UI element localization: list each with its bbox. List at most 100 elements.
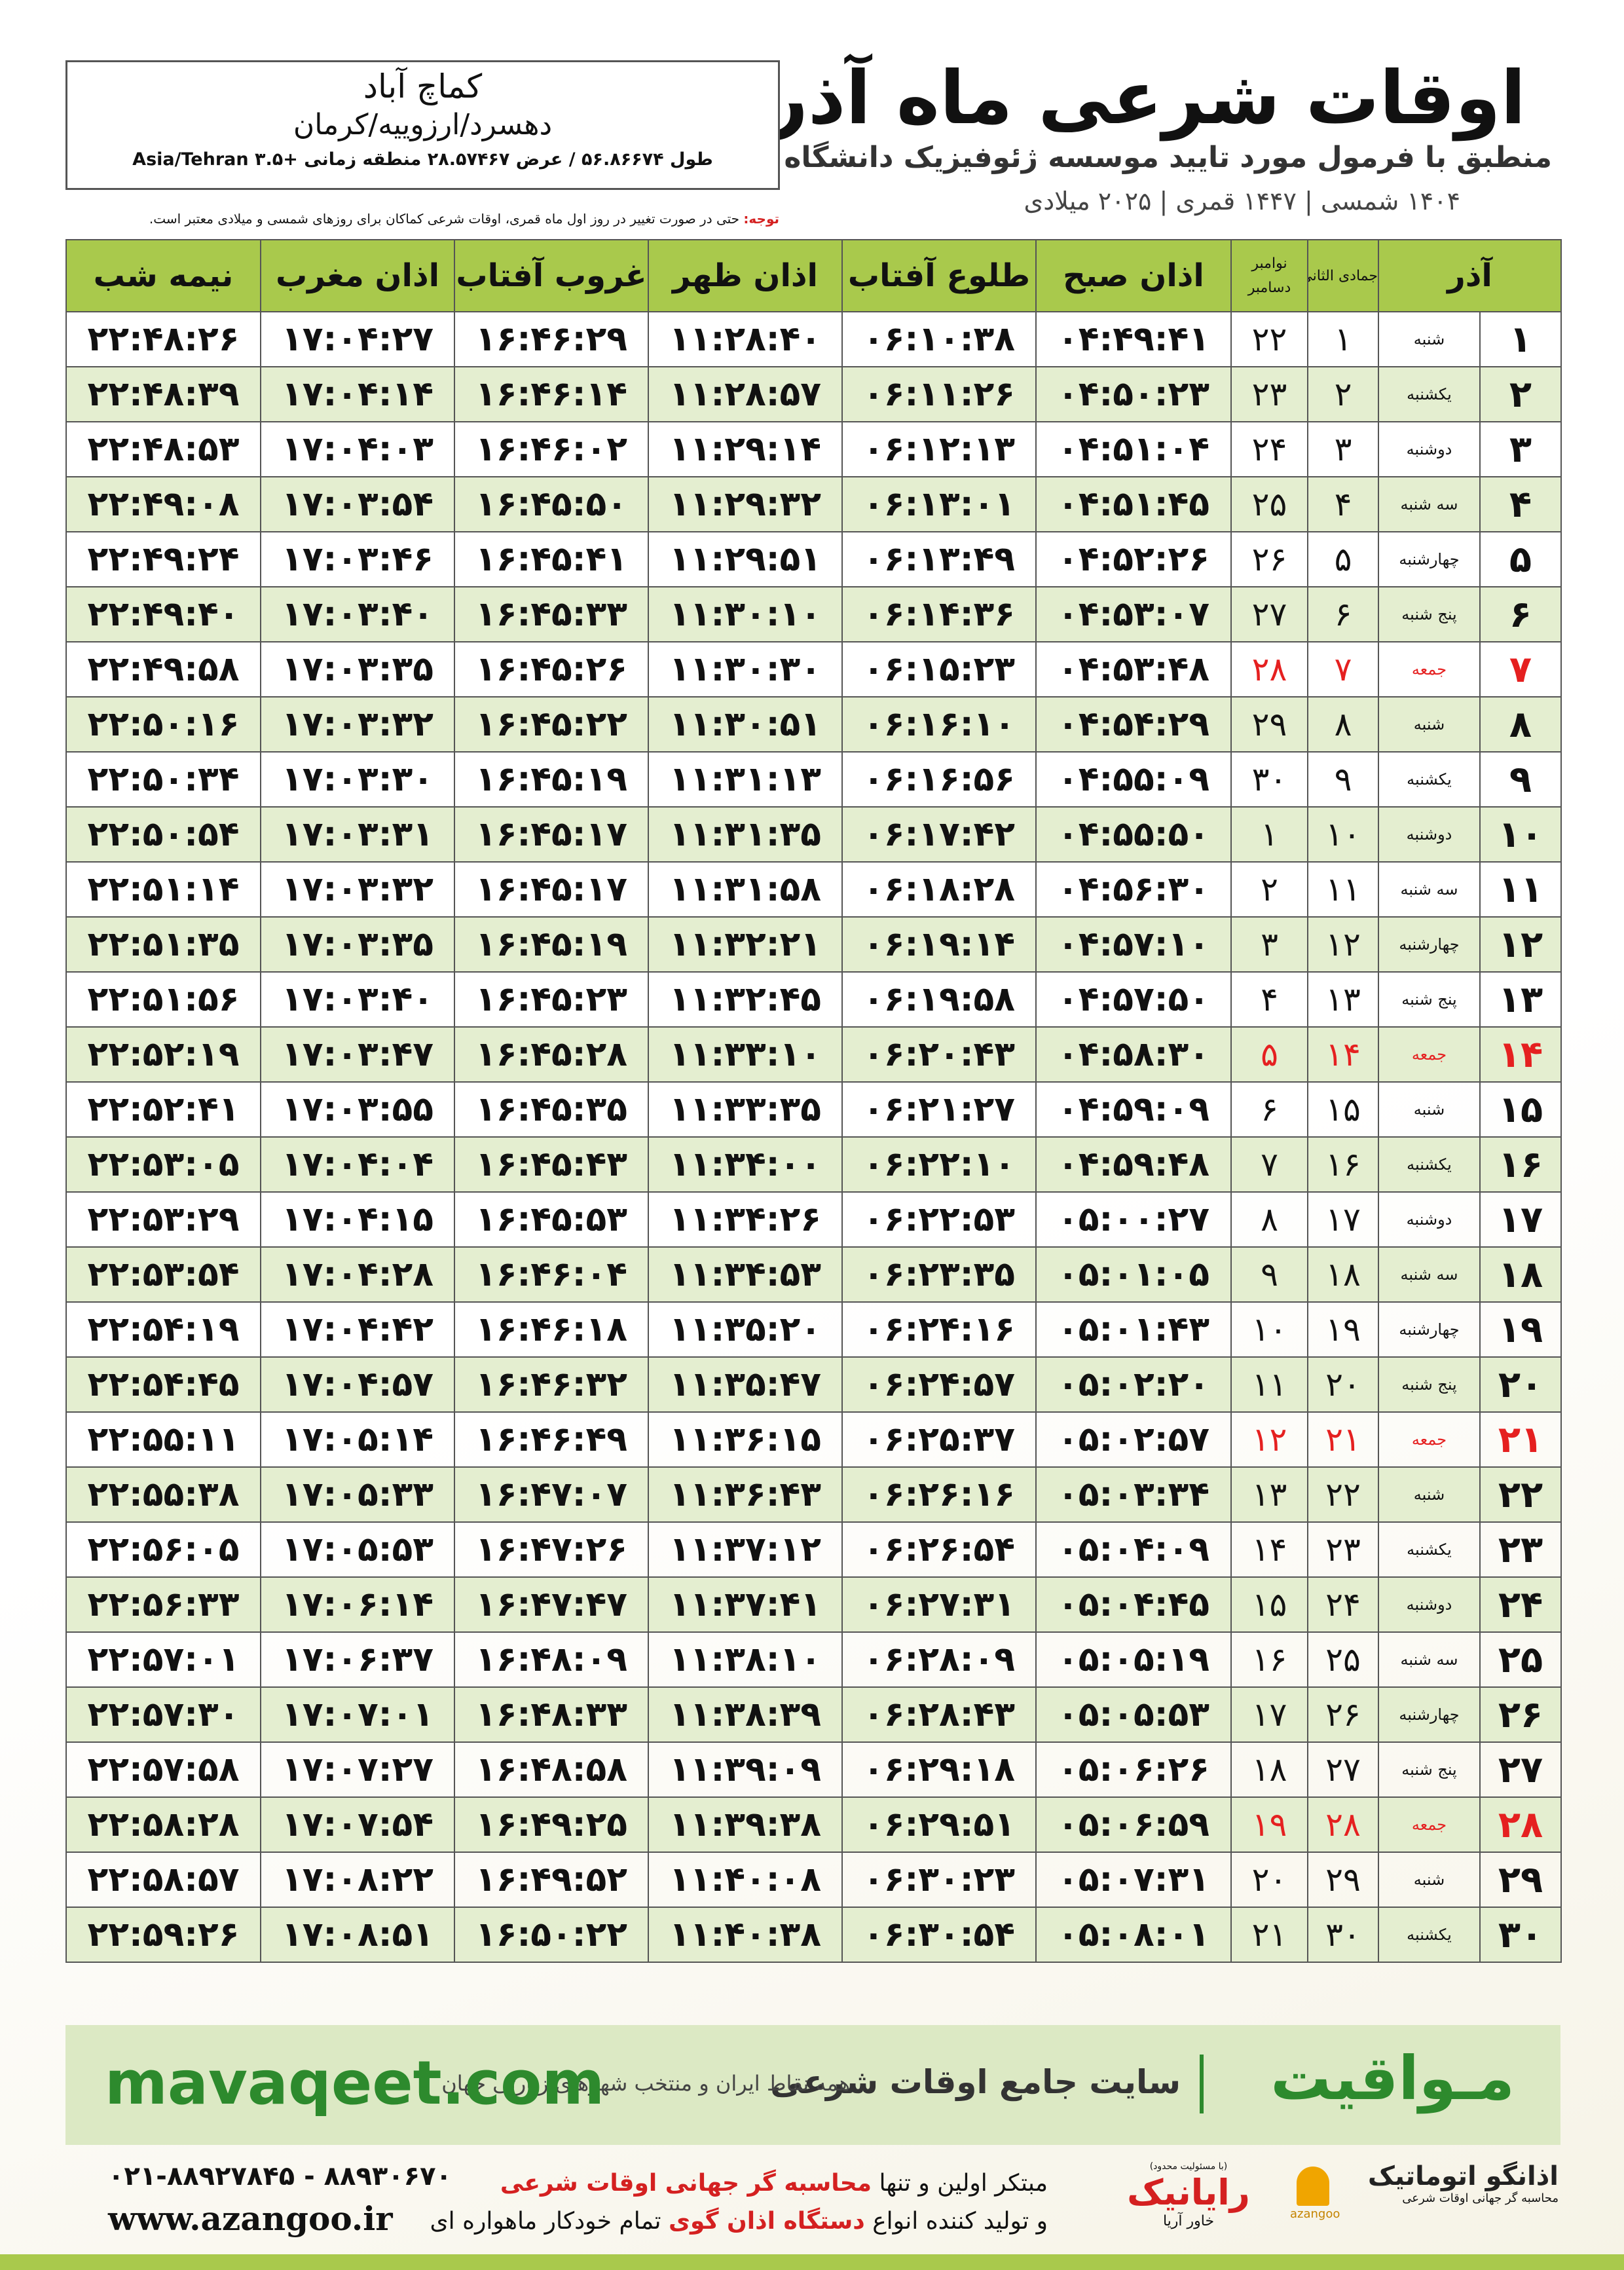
coords: طول ۵۶.۸۶۶۷۴ / عرض ۲۸.۵۷۴۶۷ منطقه زمانی … (132, 149, 713, 170)
table-cell: ۲ (1230, 861, 1308, 918)
table-cell: ۱۱:۳۳:۱۰ (648, 1026, 843, 1083)
table-row: ۱۶ یکشنبه ۱۶ ۷ ۰۴:۵۹:۴۸ ۰۶:۲۲:۱۰ ۱۱:۳۴:۰۰ ۱۶:۴۵… (65, 1136, 1562, 1193)
table-cell: ۱۷:۰۴:۲۷ (260, 311, 455, 367)
table-cell: ۱۷ (1479, 1191, 1562, 1248)
table-cell: ۱۷:۰۳:۴۰ (260, 971, 455, 1028)
logo-icon (1297, 2167, 1329, 2206)
table-cell: ۰۶:۱۲:۱۳ (841, 421, 1037, 477)
table-cell: پنج شنبه (1378, 586, 1481, 642)
header-cell: طلوع آفتاب (841, 239, 1037, 312)
table-cell: ۰۶:۱۴:۳۶ (841, 586, 1037, 642)
site-title: سایت جامع اوقات شرعی (770, 2063, 1181, 2101)
contact-lines: مبتکر اولین و تنها محاسبه گر جهانی اوقات… (430, 2165, 1048, 2241)
table-cell: ۲۳ (1230, 366, 1308, 422)
table-cell: ۱۷:۰۳:۴۷ (260, 1026, 455, 1083)
table-cell: ۱۱:۳۸:۳۹ (648, 1686, 843, 1743)
subtitle: منطبق با فرمول مورد تایید موسسه ژئوفیزیک… (692, 141, 1552, 174)
table-cell: ۰۶:۱۳:۰۱ (841, 476, 1037, 532)
table-cell: ۰۶:۲۹:۱۸ (841, 1741, 1037, 1798)
table-cell: ۱۷:۰۳:۴۰ (260, 586, 455, 642)
logo-name: اذانگو اتوماتیک (1367, 2161, 1559, 2191)
table-cell: ۱۷:۰۵:۵۳ (260, 1521, 455, 1578)
header-cell: اذان مغرب (260, 239, 455, 312)
table-cell: ۱۶:۴۵:۱۹ (454, 751, 649, 808)
table-cell: ۲ (1479, 366, 1562, 422)
note: توجه: حتی در صورت تغییر در روز اول ماه ق… (65, 211, 779, 227)
table-cell: ۰۴:۵۲:۲۶ (1035, 531, 1232, 587)
table-cell: ۲۹ (1479, 1851, 1562, 1908)
table-row: ۲۹ شنبه ۲۹ ۲۰ ۰۵:۰۷:۳۱ ۰۶:۳۰:۲۳ ۱۱:۴۰:۰۸ ۱۶:۴۹:… (65, 1851, 1562, 1908)
text: دستگاه اذان گوی (669, 2208, 865, 2235)
table-cell: چهارشنبه (1378, 1301, 1481, 1358)
table-cell: ۰۶:۱۹:۱۴ (841, 916, 1037, 973)
table-cell: ۱۶:۴۵:۱۹ (454, 916, 649, 973)
table-cell: ۲۹ (1230, 696, 1308, 753)
table-cell: پنج شنبه (1378, 1741, 1481, 1798)
table-row: ۲۷ پنج شنبه ۲۷ ۱۸ ۰۵:۰۶:۲۶ ۰۶:۲۹:۱۸ ۱۱:۳۹:۰۹ ۱۶… (65, 1741, 1562, 1798)
table-cell: ۲۲:۵۸:۵۷ (65, 1851, 261, 1908)
table-cell: ۱۷:۰۳:۳۲ (260, 861, 455, 918)
table-cell: ۲۲:۴۸:۵۳ (65, 421, 261, 477)
table-cell: جمعه (1378, 641, 1481, 698)
table-cell: ۰۴:۵۹:۴۸ (1035, 1136, 1232, 1193)
table-row: ۳۰ یکشنبه ۳۰ ۲۱ ۰۵:۰۸:۰۱ ۰۶:۳۰:۵۴ ۱۱:۴۰:۳۸ ۱۶:۵… (65, 1907, 1562, 1963)
bottom-line (0, 2254, 1624, 2270)
table-cell: ۱۱:۳۱:۵۸ (648, 861, 843, 918)
table-cell: ۰۶:۲۷:۳۱ (841, 1576, 1037, 1633)
table-cell: ۰۵:۰۰:۲۷ (1035, 1191, 1232, 1248)
table-row: ۲۰ پنج شنبه ۲۰ ۱۱ ۰۵:۰۲:۲۰ ۰۶:۲۴:۵۷ ۱۱:۳۵:۴۷ ۱۶… (65, 1356, 1562, 1413)
table-cell: ۱۷:۰۳:۳۲ (260, 696, 455, 753)
table-cell: ۰۴:۵۱:۰۴ (1035, 421, 1232, 477)
table-cell: ۲۳ (1307, 1521, 1379, 1578)
table-cell: ۱۱:۳۴:۲۶ (648, 1191, 843, 1248)
table-cell: ۰۴:۵۵:۵۰ (1035, 806, 1232, 863)
table-cell: ۱۷:۰۶:۳۷ (260, 1631, 455, 1688)
table-row: ۸ شنبه ۸ ۲۹ ۰۴:۵۴:۲۹ ۰۶:۱۶:۱۰ ۱۱:۳۰:۵۱ ۱۶:۴۵:۲۲… (65, 696, 1562, 753)
table-cell: ۲۴ (1479, 1576, 1562, 1633)
city: کماچ آباد (363, 67, 483, 105)
table-cell: ۰۶:۳۰:۵۴ (841, 1907, 1037, 1963)
header-cell: نیمه شب (65, 239, 261, 312)
table-cell: ۰۶:۲۸:۴۳ (841, 1686, 1037, 1743)
table-cell: یکشنبه (1378, 751, 1481, 808)
table-cell: ۰۴:۵۵:۰۹ (1035, 751, 1232, 808)
table-cell: پنج شنبه (1378, 971, 1481, 1028)
table-cell: ۱۱ (1479, 861, 1562, 918)
title: اوقات شرعی ماه آذر (766, 56, 1526, 141)
table-row: ۷ جمعه ۷ ۲۸ ۰۴:۵۳:۴۸ ۰۶:۱۵:۲۳ ۱۱:۳۰:۳۰ ۱۶:۴۵:۲۶… (65, 641, 1562, 698)
table-cell: ۲۲:۵۴:۴۵ (65, 1356, 261, 1413)
table-cell: شنبه (1378, 311, 1481, 367)
table-cell: ۲۲:۵۳:۲۹ (65, 1191, 261, 1248)
table-row: ۲۴ دوشنبه ۲۴ ۱۵ ۰۵:۰۴:۴۵ ۰۶:۲۷:۳۱ ۱۱:۳۷:۴۱ ۱۶:۴… (65, 1576, 1562, 1633)
table-cell: ۱۵ (1230, 1576, 1308, 1633)
table-cell: ۱۶:۴۵:۲۸ (454, 1026, 649, 1083)
table-cell: ۲۰ (1230, 1851, 1308, 1908)
table-cell: ۲۲:۴۸:۲۶ (65, 311, 261, 367)
table-cell: ۰۴:۵۳:۴۸ (1035, 641, 1232, 698)
table-cell: ۲۹ (1307, 1851, 1379, 1908)
table-cell: ۱۶:۴۵:۳۳ (454, 586, 649, 642)
table-cell: یکشنبه (1378, 1136, 1481, 1193)
table-cell: ۲۶ (1230, 531, 1308, 587)
table-cell: ۱۱:۳۶:۱۵ (648, 1411, 843, 1468)
table-cell: ۲۲:۵۳:۵۴ (65, 1246, 261, 1303)
text: مبتکر اولین و تنها (879, 2170, 1048, 2197)
table-cell: ۲۱ (1479, 1411, 1562, 1468)
logo-sub: محاسبه گر جهانی اوقات شرعی (1402, 2191, 1559, 2205)
table-cell: ۵ (1230, 1026, 1308, 1083)
table-cell: ۲۲:۵۵:۱۱ (65, 1411, 261, 1468)
table-row: ۲۶ چهارشنبه ۲۶ ۱۷ ۰۵:۰۵:۵۳ ۰۶:۲۸:۴۳ ۱۱:۳۸:۳۹ ۱۶… (65, 1686, 1562, 1743)
site-desc: همه نقاط ایران و منتخب شهرهای زیارتی جها… (441, 2071, 850, 2096)
table-cell: ۲۵ (1230, 476, 1308, 532)
table-cell: ۰۶:۲۴:۱۶ (841, 1301, 1037, 1358)
table-cell: ۱۱ (1230, 1356, 1308, 1413)
table-cell: ۰۴:۵۱:۴۵ (1035, 476, 1232, 532)
table-cell: ۲۲:۴۹:۲۴ (65, 531, 261, 587)
text: تمام خودکار ماهواره ای (430, 2208, 661, 2235)
table-cell: ۱۶:۴۶:۴۹ (454, 1411, 649, 1468)
table-cell: ۰۶:۱۵:۲۳ (841, 641, 1037, 698)
header-cell: اذان صبح (1035, 239, 1232, 312)
table-cell: ۰۶:۲۴:۵۷ (841, 1356, 1037, 1413)
table-cell: ۱۸ (1307, 1246, 1379, 1303)
table-cell: ۱۱:۳۵:۴۷ (648, 1356, 843, 1413)
